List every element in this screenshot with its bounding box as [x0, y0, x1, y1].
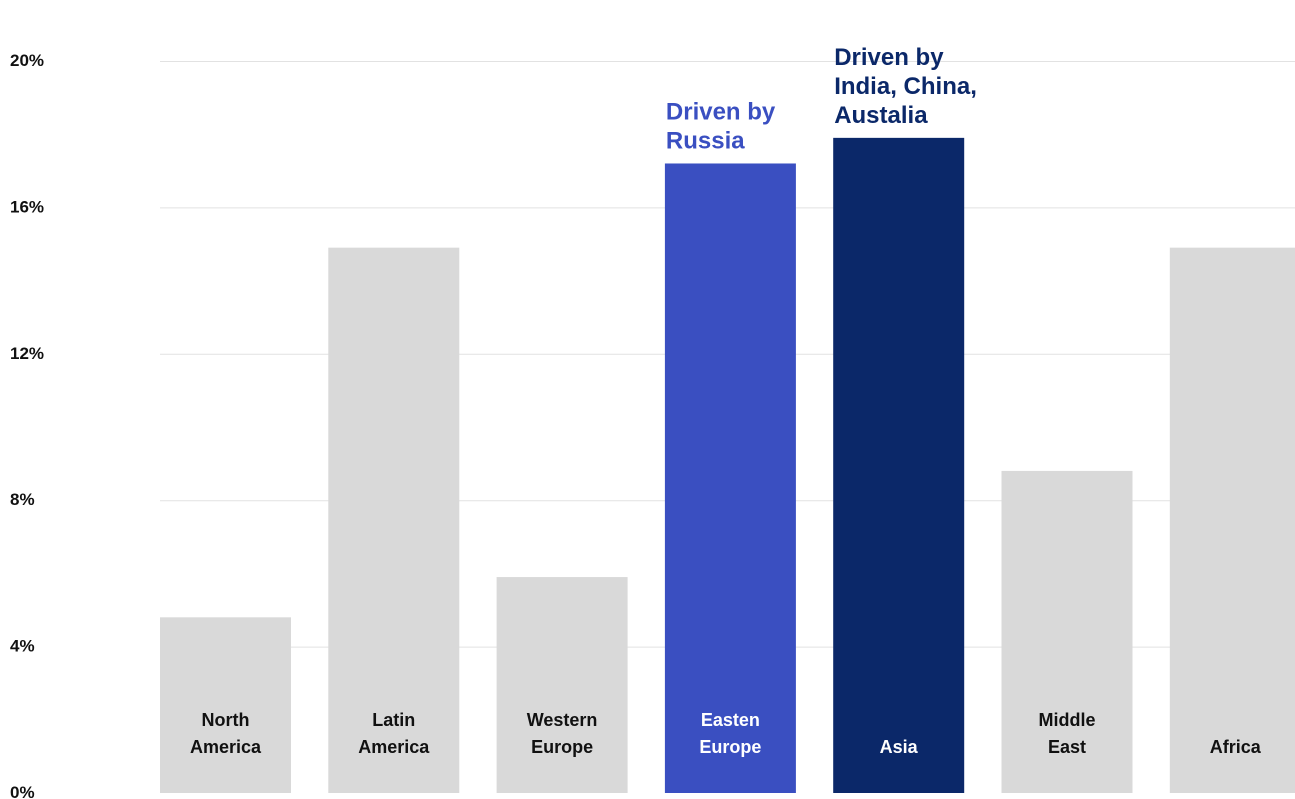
category-label: Europe	[531, 737, 593, 757]
y-tick-label: 4%	[10, 637, 35, 656]
y-axis-ticks: 0% 4% 8% 12% 16% 20%	[10, 51, 44, 799]
bar-asia	[833, 137, 965, 794]
bar-easten-europe	[664, 163, 796, 794]
category-label: Latin	[372, 710, 415, 730]
category-label: North	[202, 710, 250, 730]
y-tick-label: 12%	[10, 344, 44, 363]
category-label: Easten	[701, 710, 760, 730]
category-label: Middle	[1039, 710, 1096, 730]
annotation-text: Driven by	[834, 44, 944, 71]
category-label: East	[1048, 737, 1086, 757]
annotation-text: India, China,	[834, 73, 977, 100]
bar-western-europe	[496, 577, 628, 793]
annotation-text: Austalia	[834, 102, 928, 129]
annotation-text: Russia	[666, 127, 745, 154]
bar-north-america	[160, 617, 291, 793]
y-tick-label: 8%	[10, 490, 35, 509]
bar-middle-east	[1001, 470, 1133, 793]
y-tick-label: 16%	[10, 197, 44, 216]
category-label: Western	[527, 710, 598, 730]
category-label: America	[190, 737, 262, 757]
bar-latin-america	[328, 247, 460, 793]
bars	[160, 137, 1295, 794]
annotation-text: Driven by	[666, 98, 776, 125]
y-tick-label: 20%	[10, 51, 44, 70]
category-labels: North America Latin America Western Europe Eas…	[190, 710, 1262, 757]
bar-africa	[1169, 247, 1295, 793]
category-label: Africa	[1210, 737, 1262, 757]
category-label: Asia	[880, 737, 919, 757]
category-label: Europe	[699, 737, 761, 757]
category-label: America	[358, 737, 430, 757]
y-tick-label: 0%	[10, 783, 35, 799]
